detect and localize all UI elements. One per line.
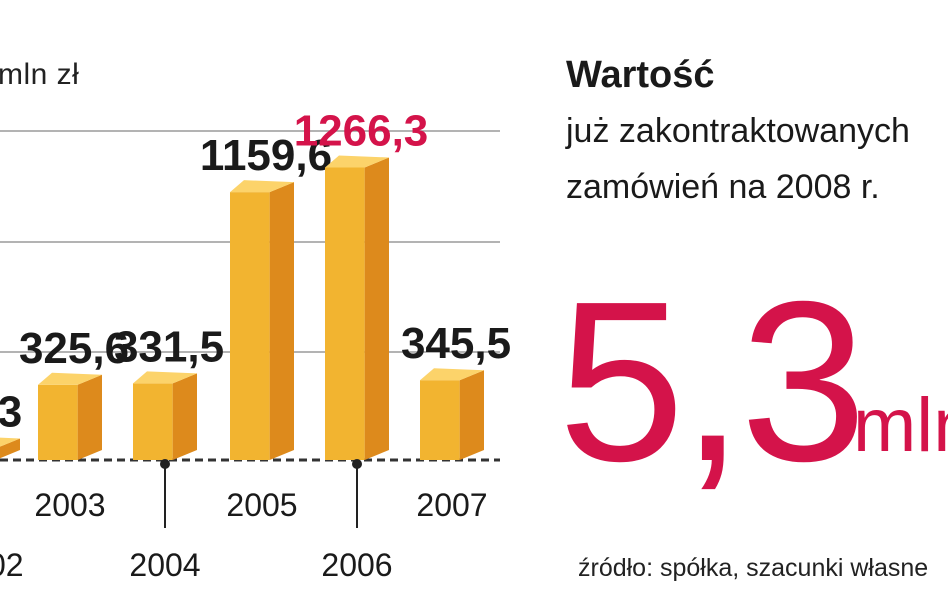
bar-2006	[325, 167, 365, 461]
category-label-2007: 2007	[416, 487, 487, 523]
bar-top-2007	[420, 368, 484, 381]
bar-top-2005	[230, 180, 294, 193]
bar-top-2006	[325, 155, 389, 168]
bar-side-2002	[0, 438, 20, 459]
panel-subtitle-line-1: już zakontraktowanych	[566, 112, 910, 150]
orders-value: 5,3	[558, 255, 867, 509]
value-label-2007: 345,5	[401, 319, 511, 368]
bar-side-2003	[77, 374, 102, 460]
category-label-2002: 2002	[0, 547, 24, 583]
value-label-2003: 325,6	[19, 324, 129, 373]
bar-side-2004	[172, 373, 197, 460]
value-label-2005: 1159,6	[200, 131, 332, 180]
bar-top-2004	[133, 371, 197, 384]
orders-unit: mln	[853, 383, 948, 468]
tick-dot	[160, 459, 170, 469]
bar-top-2003	[38, 372, 102, 385]
source-note: źródło: spółka, szacunki własne	[578, 554, 929, 582]
bar-2003	[38, 384, 78, 460]
bar-2005	[230, 192, 270, 461]
category-label-2006: 2006	[321, 547, 392, 583]
bar-side-2006	[364, 157, 389, 461]
bar-side-2007	[459, 370, 484, 460]
category-label-2005: 2005	[226, 487, 297, 523]
y-unit-label: mln zł	[0, 58, 80, 91]
panel-title: Wartość	[566, 54, 715, 96]
bar-side-2005	[269, 182, 294, 461]
bar-top-2002	[0, 437, 20, 447]
value-label-2006: 1266,3	[294, 106, 429, 155]
value-label-2004: 331,5	[114, 322, 224, 371]
bar-2007	[420, 380, 460, 460]
bar-chart: …3 2002 325,6 2003 331,5 2004 1159,6 2005 1266,3…	[0, 106, 511, 583]
value-label-2002: …3	[0, 387, 22, 436]
category-label-2004: 2004	[129, 547, 200, 583]
tick-dot	[352, 459, 362, 469]
bar-2004	[133, 383, 173, 460]
category-label-2003: 2003	[34, 487, 105, 523]
panel-subtitle-line-2: zamówień na 2008 r.	[566, 168, 880, 206]
